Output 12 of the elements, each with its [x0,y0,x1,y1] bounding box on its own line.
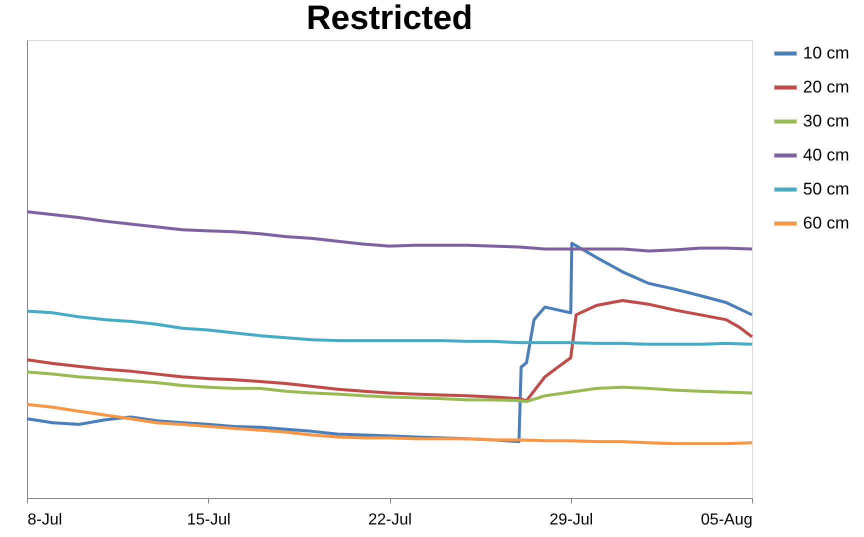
legend-label: 40 cm [803,146,850,164]
chart-title: Restricted [306,0,473,37]
x-tick-label: 29-Jul [549,512,594,528]
x-tick-label: 05-Aug [700,512,752,528]
x-tick-label: 15-Jul [186,512,231,528]
x-tick-label: 22-Jul [368,512,412,528]
legend-label: 30 cm [803,112,850,130]
legend-label: 10 cm [803,44,850,62]
x-tick-label: 8-Jul [28,512,62,528]
legend-label: 20 cm [803,78,850,96]
legend-label: 50 cm [803,180,850,198]
legend-label: 60 cm [803,214,850,232]
